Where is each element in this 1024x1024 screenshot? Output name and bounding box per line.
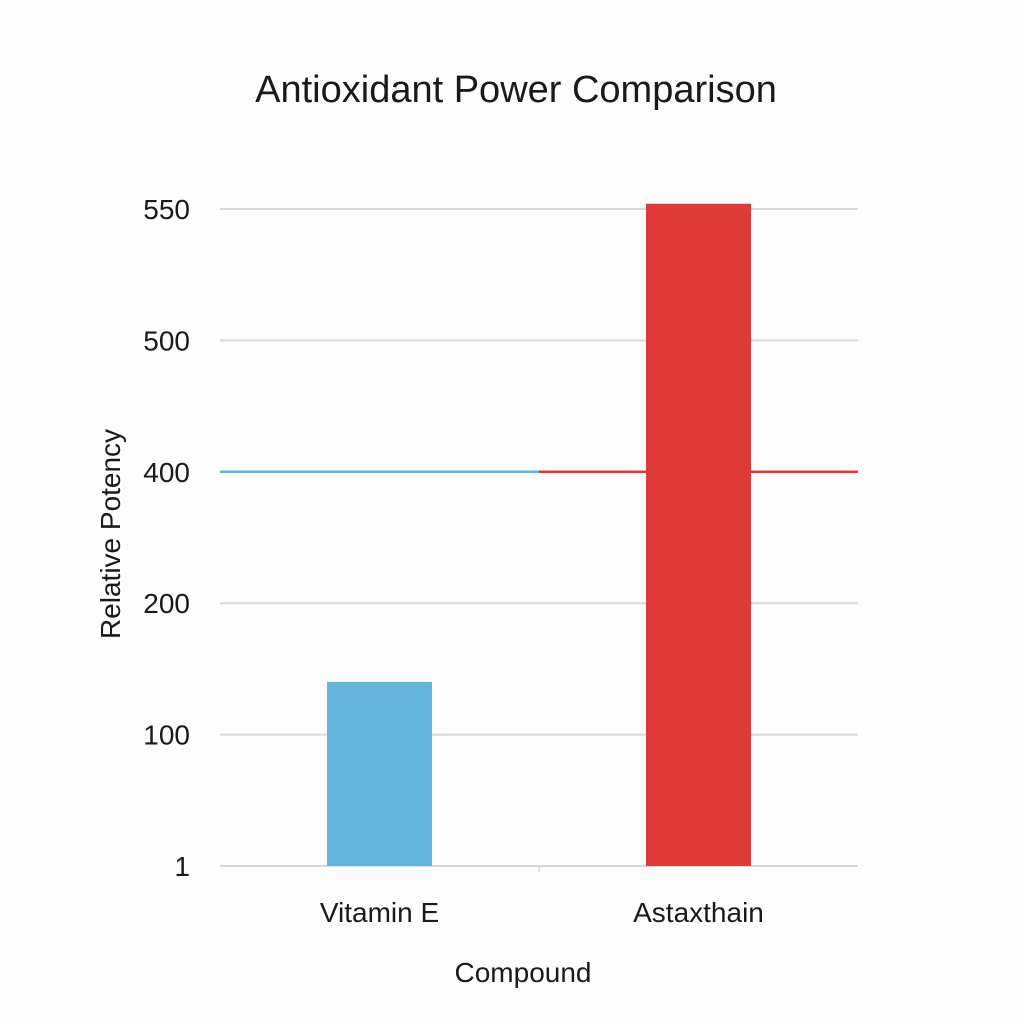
- y-axis-label: Relative Potency: [95, 429, 126, 639]
- y-tick-label: 1: [174, 851, 190, 882]
- x-tick-label: Vitamin E: [320, 897, 439, 928]
- y-tick-label: 100: [143, 720, 190, 751]
- x-tick-label: Astaxthain: [633, 897, 764, 928]
- bar-astaxthain: [646, 203, 751, 866]
- bar-vitamin-e: [327, 682, 432, 866]
- y-tick-label: 500: [143, 325, 190, 356]
- y-tick-label: 550: [143, 194, 190, 225]
- chart-title: Antioxidant Power Comparison: [255, 69, 777, 111]
- x-axis-label: Compound: [455, 957, 592, 988]
- y-tick-label: 200: [143, 588, 190, 619]
- y-tick-label: 400: [143, 457, 190, 488]
